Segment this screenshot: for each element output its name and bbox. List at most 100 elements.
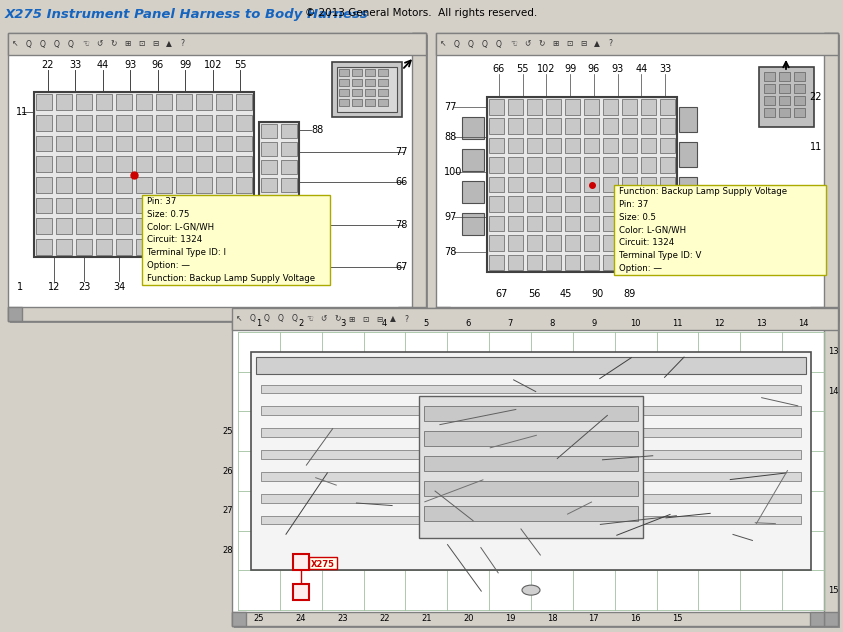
Text: X275: X275 — [311, 560, 335, 569]
Bar — [378, 69, 388, 76]
Bar — [779, 96, 790, 105]
Bar — [157, 198, 172, 213]
Text: 1: 1 — [17, 282, 23, 292]
Bar — [622, 138, 637, 154]
Text: 5: 5 — [424, 319, 429, 328]
Bar — [527, 235, 542, 251]
Bar — [679, 142, 697, 167]
Bar — [462, 149, 484, 171]
Bar — [339, 69, 349, 76]
Text: Q: Q — [468, 39, 474, 49]
Text: 99: 99 — [564, 64, 577, 74]
Bar — [157, 177, 172, 193]
Bar — [603, 235, 618, 251]
Bar — [436, 33, 838, 55]
Bar — [412, 33, 426, 321]
Text: 7: 7 — [507, 319, 513, 328]
Bar — [810, 307, 824, 321]
Text: Q: Q — [40, 39, 46, 49]
Bar — [584, 235, 599, 251]
Text: 66: 66 — [395, 177, 408, 187]
Bar — [641, 255, 656, 270]
Text: ⊞: ⊞ — [348, 315, 354, 324]
Bar — [234, 310, 840, 628]
Text: 11: 11 — [672, 319, 683, 328]
Bar — [116, 177, 132, 193]
Text: Function: Backup Lamp Supply Voltage: Function: Backup Lamp Supply Voltage — [147, 274, 315, 283]
Bar — [217, 218, 232, 234]
Bar — [96, 177, 111, 193]
Text: 91: 91 — [810, 192, 822, 202]
Text: Q: Q — [250, 315, 256, 324]
Text: 9: 9 — [591, 319, 596, 328]
Bar — [764, 108, 775, 117]
Bar — [77, 94, 92, 110]
Bar — [236, 239, 251, 255]
Bar — [116, 115, 132, 131]
Bar — [603, 196, 618, 212]
Bar — [116, 198, 132, 213]
Bar — [261, 142, 277, 156]
Text: 22: 22 — [41, 60, 54, 70]
Bar — [260, 428, 802, 437]
Bar — [255, 357, 807, 374]
Bar — [217, 156, 232, 172]
Bar — [565, 216, 580, 231]
Text: 13: 13 — [828, 348, 839, 356]
Bar — [565, 157, 580, 173]
Text: ▲: ▲ — [390, 315, 396, 324]
Bar — [232, 308, 838, 330]
Bar — [565, 255, 580, 270]
Bar — [622, 216, 637, 231]
Bar — [824, 308, 838, 626]
Bar — [96, 218, 111, 234]
Bar — [259, 122, 299, 212]
Text: 90: 90 — [592, 289, 604, 299]
Text: 16: 16 — [631, 614, 641, 623]
Bar — [260, 472, 802, 481]
Bar — [622, 196, 637, 212]
Bar — [507, 118, 524, 134]
Bar — [584, 138, 599, 154]
Bar — [824, 33, 838, 47]
Text: 78: 78 — [444, 247, 456, 257]
Text: 4: 4 — [382, 319, 387, 328]
Bar — [378, 99, 388, 106]
Bar — [157, 218, 172, 234]
Bar — [339, 89, 349, 96]
Bar — [660, 196, 675, 212]
Bar — [196, 94, 212, 110]
Bar — [507, 99, 524, 114]
Bar — [378, 79, 388, 86]
Bar — [196, 239, 212, 255]
Bar — [824, 308, 838, 322]
Bar — [352, 79, 362, 86]
Bar — [137, 136, 152, 152]
Bar — [527, 196, 542, 212]
Text: 25: 25 — [254, 614, 264, 623]
Text: 78: 78 — [395, 220, 408, 230]
Text: 66: 66 — [493, 64, 505, 74]
Bar — [217, 94, 232, 110]
Bar — [56, 198, 72, 213]
Text: ?: ? — [404, 315, 408, 324]
Bar — [565, 235, 580, 251]
Text: ↺: ↺ — [524, 39, 530, 49]
Text: 21: 21 — [422, 614, 432, 623]
Bar — [507, 216, 524, 231]
Bar — [260, 516, 802, 525]
Bar — [603, 177, 618, 192]
Bar — [56, 239, 72, 255]
Text: Q: Q — [68, 39, 74, 49]
Text: 23: 23 — [337, 614, 348, 623]
Bar — [660, 216, 675, 231]
Bar — [565, 177, 580, 192]
Bar — [487, 97, 677, 272]
Bar — [546, 118, 561, 134]
Text: ↺: ↺ — [320, 315, 326, 324]
Bar — [660, 235, 675, 251]
Bar — [77, 218, 92, 234]
Text: 33: 33 — [659, 64, 671, 74]
Bar — [436, 307, 824, 321]
Bar — [137, 177, 152, 193]
